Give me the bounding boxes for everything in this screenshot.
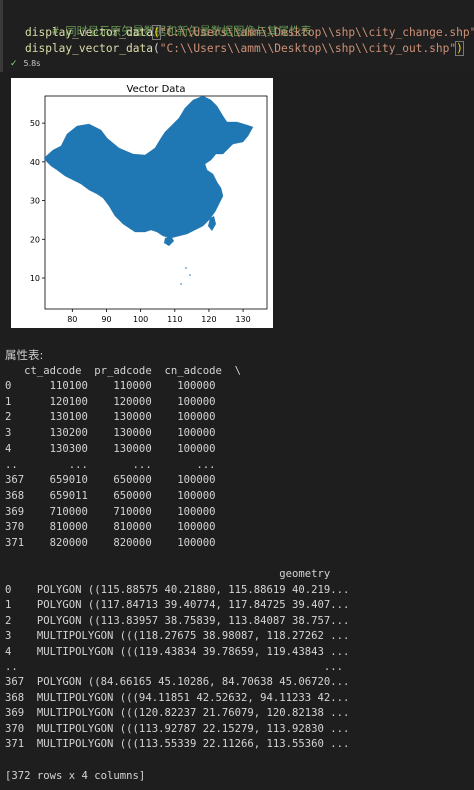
table1-header: ct_adcode pr_adcode cn_adcode \ <box>5 365 241 377</box>
south-sea-island <box>189 274 191 276</box>
x-tick-label: 100 <box>133 315 148 324</box>
table-row: 4 MULTIPOLYGON (((119.43834 39.78659, 11… <box>5 645 350 658</box>
table-row: 368 MULTIPOLYGON (((94.11851 42.52632, 9… <box>5 691 350 704</box>
y-tick-label: 20 <box>30 235 40 244</box>
x-tick-label: 90 <box>101 315 111 324</box>
path-string: "C:\\Users\\amm\\Desktop\\shp\\city_chan… <box>159 26 474 39</box>
execution-time: 5.8s <box>23 59 41 68</box>
table2-header: geometry <box>5 568 331 580</box>
table-row: 369 MULTIPOLYGON (((120.82237 21.76079, … <box>5 707 350 720</box>
table-row: 370 MULTIPOLYGON (((113.92787 22.15279, … <box>5 722 350 735</box>
y-tick-label: 10 <box>30 274 40 283</box>
open-paren: ( <box>152 42 160 55</box>
vector-map-figure: Vector Data 80 90 100 110 120 130 50 40 30 20 10 <box>11 78 273 328</box>
x-tick-label: 80 <box>67 315 77 324</box>
taiwan-island-shape <box>208 216 216 231</box>
table-row: 371 820000 820000 100000 <box>5 537 216 549</box>
table-row: 367 659010 650000 100000 <box>5 474 216 487</box>
x-tick-label: 110 <box>167 315 182 324</box>
table-row: 0 110100 110000 100000 <box>5 380 216 392</box>
hainan-island-shape <box>164 236 174 246</box>
table-row: 3 130200 130000 100000 <box>5 427 216 440</box>
chart-title: Vector Data <box>127 84 186 95</box>
table-row: 368 659011 650000 100000 <box>5 489 216 502</box>
table-row: 0 POLYGON ((115.88575 40.21880, 115.8861… <box>5 584 350 596</box>
y-tick-label: 50 <box>30 119 40 128</box>
x-tick-label: 120 <box>201 315 216 324</box>
table-row: 2 130100 130000 100000 <box>5 411 216 424</box>
close-paren-highlight: ) <box>455 41 464 56</box>
table-row: 369 710000 710000 100000 <box>5 505 216 518</box>
function-name: display_vector_data <box>25 26 153 39</box>
map-chart: Vector Data 80 90 100 110 120 130 50 40 30 20 10 <box>30 84 268 324</box>
south-sea-island <box>185 267 187 269</box>
table-summary: [372 rows x 4 columns] <box>5 770 146 782</box>
table-row: 1 120100 120000 100000 <box>5 395 216 408</box>
table-row: 367 POLYGON ((84.66165 45.10286, 84.7063… <box>5 676 350 689</box>
x-tick-label: 130 <box>235 315 250 324</box>
execution-status: ✓ 5.8s <box>10 59 40 69</box>
y-tick-label: 40 <box>30 158 40 167</box>
table-row: 3 MULTIPOLYGON (((118.27675 38.98087, 11… <box>5 630 350 643</box>
code-comment: # 同时显示原矢量数据和新矢量数据图像与其属性表 <box>51 25 312 38</box>
table-row: .. ... <box>5 661 344 673</box>
table-row: .. ... ... ... <box>5 458 216 471</box>
path-string: "C:\\Users\\amm\\Desktop\\shp\\city_out.… <box>159 42 457 55</box>
china-map-shape <box>43 95 254 239</box>
cell-gutter <box>0 0 3 72</box>
table-row: 1 POLYGON ((117.84713 39.40774, 117.8472… <box>5 599 350 612</box>
code-line-comment[interactable]: # 同时显示原矢量数据和新矢量数据图像与其属性表 <box>25 9 312 54</box>
table-row: 4 130300 130000 100000 <box>5 442 216 455</box>
table-row: 370 810000 810000 100000 <box>5 521 216 534</box>
south-sea-island <box>180 283 182 285</box>
y-tick-label: 30 <box>30 197 40 206</box>
code-line-call-2[interactable]: display_vector_data("C:\\Users\\amm\\Des… <box>25 41 464 56</box>
code-line-call-1[interactable]: display_vector_data("C:\\Users\\amm\\Des… <box>25 25 474 40</box>
table-row: 2 POLYGON ((113.83957 38.75839, 113.8408… <box>5 614 350 627</box>
table-row: 371 MULTIPOLYGON (((113.55339 22.11266, … <box>5 738 350 750</box>
function-name: display_vector_data <box>25 42 153 55</box>
plot-frame <box>44 95 268 310</box>
open-paren: ( <box>152 25 161 40</box>
check-icon: ✓ <box>10 59 18 69</box>
code-cell[interactable]: # 同时显示原矢量数据和新矢量数据图像与其属性表 display_vector_… <box>0 0 474 72</box>
attribute-table-title: 属性表: <box>5 348 44 362</box>
